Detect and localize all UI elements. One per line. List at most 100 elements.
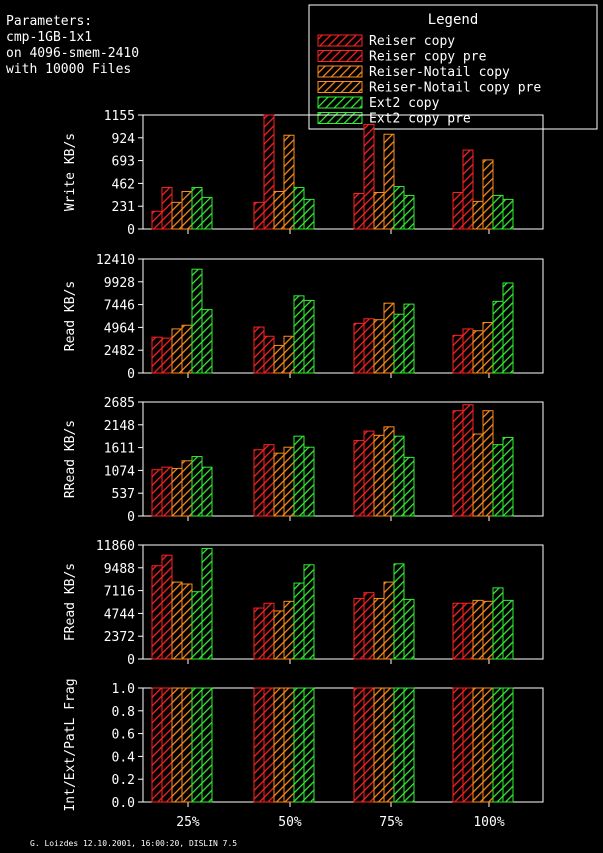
plot-frame xyxy=(142,544,544,660)
y-tick-label: 2148 xyxy=(104,419,135,434)
bar xyxy=(303,564,315,660)
bar xyxy=(253,449,265,517)
y-tick-label: 9488 xyxy=(104,562,135,577)
bar xyxy=(452,687,464,803)
bar xyxy=(151,336,163,374)
bar xyxy=(181,460,193,517)
plot-frame xyxy=(142,114,544,230)
bar xyxy=(393,563,405,660)
bar xyxy=(273,687,285,803)
bar xyxy=(303,299,315,374)
y-tick-label: 0 xyxy=(127,223,135,238)
panel-4: 0 2372 4744 7116 9488 11860 FRead KB/s xyxy=(63,539,544,668)
bar xyxy=(191,268,203,374)
bar xyxy=(263,114,275,230)
y-tick-label: 1074 xyxy=(104,464,135,479)
params-line-1: Parameters: xyxy=(6,14,92,29)
bar xyxy=(253,326,265,374)
panel-2: 0 2482 4964 7446 9928 12410 Read KB/s xyxy=(63,253,544,382)
legend-title: Legend xyxy=(428,12,479,28)
bar xyxy=(303,687,315,803)
bar xyxy=(151,469,163,517)
bar xyxy=(393,687,405,803)
bar xyxy=(373,191,385,230)
bar xyxy=(472,433,484,517)
y-tick-label: 0 xyxy=(127,510,135,525)
bar xyxy=(283,600,295,660)
bar xyxy=(462,149,474,230)
panel-3: 0 537 1074 1611 2148 2685 RRead KB/s xyxy=(63,396,544,525)
bar xyxy=(161,687,173,803)
y-tick-label: 924 xyxy=(112,132,136,147)
bar xyxy=(363,123,375,230)
bar xyxy=(462,687,474,803)
y-axis-label: RRead KB/s xyxy=(63,420,78,498)
bar xyxy=(253,687,265,803)
bar xyxy=(502,599,514,660)
y-tick-label: 1.0 xyxy=(112,682,135,697)
bar xyxy=(353,439,365,517)
bar xyxy=(283,335,295,374)
bar xyxy=(253,607,265,660)
bar xyxy=(293,187,305,230)
legend-swatch xyxy=(317,81,363,93)
bar xyxy=(263,335,275,374)
x-category-label: 100% xyxy=(473,815,504,830)
x-category-label: 75% xyxy=(379,815,403,830)
legend-swatch xyxy=(317,96,363,109)
bar xyxy=(452,410,464,517)
y-tick-label: 0.2 xyxy=(112,773,135,788)
bar xyxy=(492,587,504,660)
footer-credit: G. Loizdes 12.10.2001, 16:00:20, DISLIN … xyxy=(30,839,237,848)
bar xyxy=(201,687,213,803)
y-tick-label: 7446 xyxy=(104,299,135,314)
bar xyxy=(393,435,405,517)
bar xyxy=(363,430,375,517)
bar xyxy=(502,198,514,230)
bar xyxy=(492,444,504,517)
bar xyxy=(283,134,295,230)
bar xyxy=(201,547,213,660)
bar xyxy=(353,322,365,374)
y-tick-label: 462 xyxy=(112,177,135,192)
bar xyxy=(161,337,173,374)
bar xyxy=(403,456,415,517)
bar xyxy=(492,194,504,230)
bar xyxy=(452,602,464,660)
bar xyxy=(191,591,203,660)
bar xyxy=(263,444,275,517)
bar xyxy=(403,598,415,660)
bar xyxy=(263,687,275,803)
y-axis-label: Read KB/s xyxy=(63,281,78,351)
bar xyxy=(171,581,183,660)
bar xyxy=(263,602,275,660)
legend-entry: Ext2 copy pre xyxy=(369,112,471,127)
bar xyxy=(283,446,295,517)
legend-entry: Reiser copy xyxy=(369,34,455,49)
y-tick-label: 231 xyxy=(112,200,135,215)
bar xyxy=(472,599,484,660)
bar xyxy=(353,192,365,230)
bar xyxy=(151,565,163,660)
bar xyxy=(181,324,193,374)
bar xyxy=(452,334,464,374)
y-axis-label: Write KB/s xyxy=(63,133,78,211)
bar xyxy=(273,610,285,660)
bar xyxy=(161,466,173,517)
bar xyxy=(201,196,213,230)
bar xyxy=(363,592,375,660)
y-tick-label: 9928 xyxy=(104,276,135,291)
legend-swatch xyxy=(317,34,363,47)
y-tick-label: 0 xyxy=(127,367,135,382)
y-tick-label: 0.8 xyxy=(112,705,135,720)
y-axis-label: Int/Ext/PatL Frag xyxy=(63,678,78,811)
params-line-4: with 10000 Files xyxy=(6,62,131,77)
bar xyxy=(482,321,494,374)
bar xyxy=(293,687,305,803)
x-category-label: 50% xyxy=(278,815,302,830)
y-tick-label: 12410 xyxy=(96,253,135,268)
bar xyxy=(161,554,173,660)
bar xyxy=(373,319,385,374)
y-tick-label: 693 xyxy=(112,155,135,170)
parameters-block: Parameters: cmp-1GB-1x1 on 4096-smem-241… xyxy=(6,14,139,77)
